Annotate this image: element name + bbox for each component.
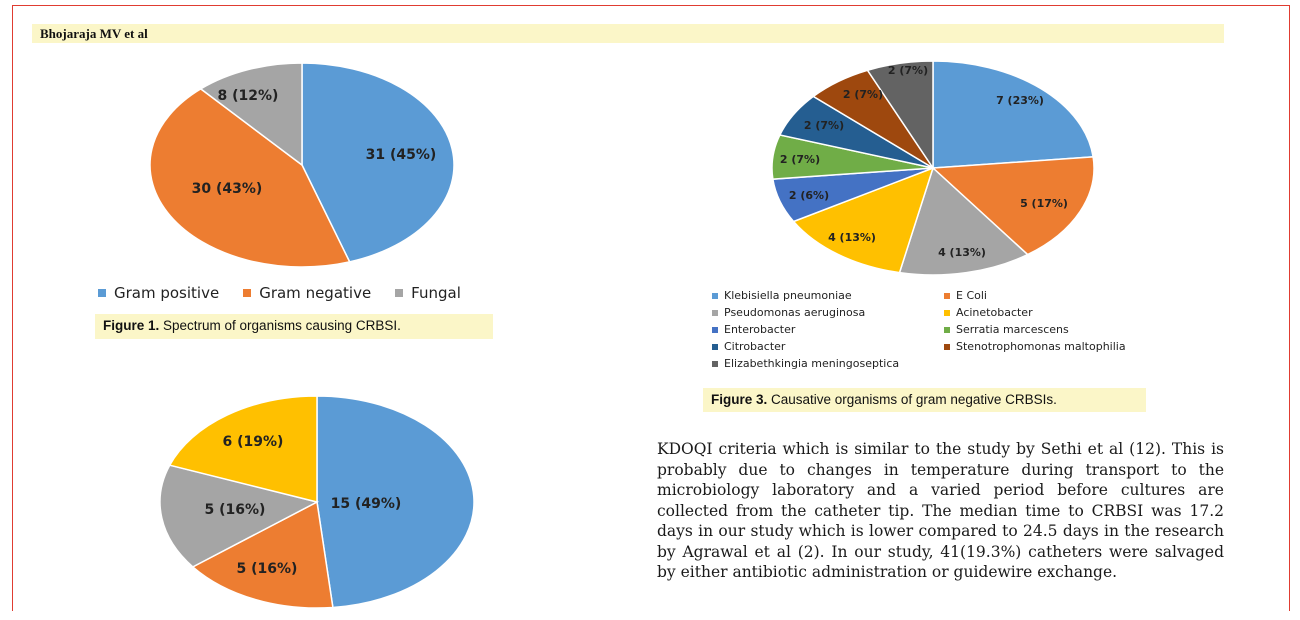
slice-data-label: 15 (49%) <box>331 496 402 512</box>
pie-slice <box>159 464 320 568</box>
legend-item-stenotrophomonas: Stenotrophomonas maltophilia <box>944 340 1182 353</box>
legend-item-gram-negative: Gram negative <box>243 284 371 302</box>
figure3-caption-label: Figure 3. <box>711 392 768 407</box>
legend-item-acinetobacter: Acinetobacter <box>944 306 1182 319</box>
legend-item-gram-positive: Gram positive <box>98 284 219 302</box>
legend-item-citrobacter: Citrobacter <box>712 340 944 353</box>
pie-slice <box>932 60 1094 169</box>
legend-item-klebsiella: Klebisiella pneumoniae <box>712 289 944 302</box>
legend-label: Pseudomonas aeruginosa <box>724 306 866 319</box>
pie-slice <box>931 156 1095 256</box>
figure1-caption-text: Spectrum of organisms causing CRBSI. <box>159 318 401 333</box>
legend-label: Enterobacter <box>724 323 796 336</box>
legend-item-serratia: Serratia marcescens <box>944 323 1182 336</box>
slice-data-label: 8 (12%) <box>218 88 279 104</box>
pie-slice <box>199 62 303 167</box>
legend-item-pseudomonas: Pseudomonas aeruginosa <box>712 306 944 319</box>
slice-data-label: 6 (19%) <box>223 434 284 450</box>
slice-data-label: 2 (6%) <box>789 189 829 202</box>
legend-label: Acinetobacter <box>956 306 1033 319</box>
slice-data-label: 2 (7%) <box>804 119 844 132</box>
pie-slice <box>792 166 935 274</box>
figure3-pie-chart: 7 (23%) 5 (17%) 4 (13%) 4 (13%) 2 (6%) 2 (7%)… <box>771 60 1095 276</box>
figure3-caption: Figure 3. Causative organisms of gram ne… <box>703 388 1146 412</box>
body-paragraph: KDOQI criteria which is similar to the s… <box>657 440 1224 581</box>
legend-swatch <box>98 289 106 297</box>
pie-slice <box>149 87 351 268</box>
legend-label: Gram positive <box>114 284 220 302</box>
slice-data-label: 4 (13%) <box>938 246 986 259</box>
pie-slice <box>866 60 934 171</box>
legend-label: Fungal <box>411 284 461 302</box>
legend-label: Stenotrophomonas maltophilia <box>956 340 1126 353</box>
legend-swatch <box>944 292 950 299</box>
legend-swatch <box>712 360 718 367</box>
figure1-legend: Gram positive Gram negative Fungal <box>98 284 461 302</box>
legend-swatch <box>712 343 718 350</box>
slice-data-label: 31 (45%) <box>366 147 437 163</box>
figure3-caption-text: Causative organisms of gram negative CRB… <box>767 392 1057 407</box>
figure1-caption-label: Figure 1. <box>103 318 160 333</box>
figure1-pie-chart: 31 (45%) 30 (43%) 8 (12%) <box>149 62 455 268</box>
legend-label: Citrobacter <box>724 340 786 353</box>
legend-swatch <box>712 309 718 316</box>
slice-data-label: 4 (13%) <box>828 231 876 244</box>
legend-swatch <box>712 326 718 333</box>
pie-slice <box>191 500 334 609</box>
slice-data-label: 2 (7%) <box>843 88 883 101</box>
pie-slice <box>301 62 455 263</box>
legend-item-elizabethkingia: Elizabethkingia meningoseptica <box>712 357 944 370</box>
page-frame <box>12 5 1290 611</box>
legend-label: E Coli <box>956 289 987 302</box>
slice-data-label: 7 (23%) <box>996 94 1044 107</box>
legend-item-e-coli: E Coli <box>944 289 1182 302</box>
legend-swatch <box>944 309 950 316</box>
pie-slice <box>168 395 318 503</box>
legend-swatch <box>243 289 252 297</box>
figure1-caption: Figure 1. Spectrum of organisms causing … <box>95 314 493 339</box>
author-header: Bhojaraja MV et al <box>40 26 148 41</box>
slice-data-label: 5 (16%) <box>237 561 298 577</box>
slice-data-label: 2 (7%) <box>888 64 928 77</box>
slice-data-label: 5 (17%) <box>1020 197 1068 210</box>
pie-slice <box>898 166 1029 276</box>
legend-label: Serratia marcescens <box>956 323 1069 336</box>
figure3-legend: Klebisiella pneumoniae E Coli Pseudomona… <box>712 289 1182 370</box>
legend-item-enterobacter: Enterobacter <box>712 323 944 336</box>
header-band <box>32 24 1224 43</box>
figure2-pie-chart: 15 (49%) 5 (16%) 5 (16%) 6 (19%) <box>159 395 475 609</box>
pie-slice <box>316 395 475 609</box>
legend-swatch <box>712 292 718 299</box>
legend-label: Elizabethkingia meningoseptica <box>724 357 900 370</box>
legend-swatch <box>944 343 950 350</box>
slice-data-label: 2 (7%) <box>780 153 820 166</box>
legend-label: Klebisiella pneumoniae <box>724 289 852 302</box>
legend-swatch <box>944 326 950 333</box>
legend-label: Gram negative <box>259 284 372 302</box>
slice-data-label: 30 (43%) <box>192 181 263 197</box>
legend-swatch <box>395 289 404 297</box>
slice-data-label: 5 (16%) <box>205 502 266 518</box>
legend-item-fungal: Fungal <box>395 284 461 302</box>
